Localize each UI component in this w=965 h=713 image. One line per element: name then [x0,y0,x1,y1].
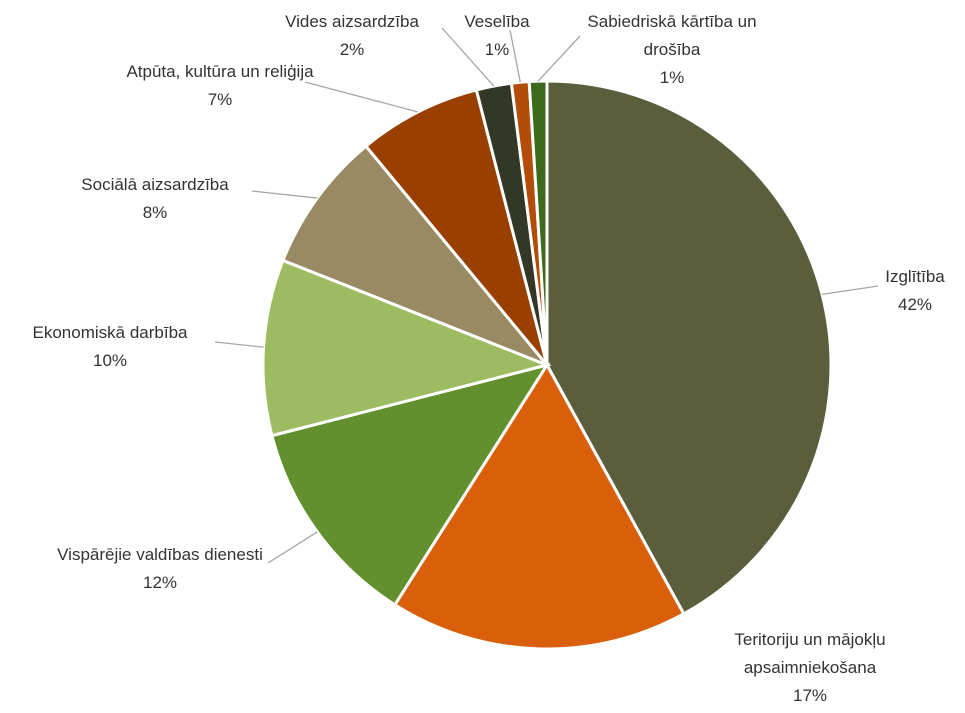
leader-line [214,341,264,348]
data-label: Atpūta, kultūra un reliģija 7% [120,58,320,114]
pie-slice [280,144,549,367]
category-name: Izglītība [885,267,945,286]
leader-line [251,190,318,199]
percent-label: 10% [92,351,128,370]
data-label: Sociālā aizsardzība 8% [50,171,260,227]
data-label: Vides aizsardzība 2% [262,8,442,64]
category-name: Veselība [464,12,530,31]
category-name: Sabiedriskā kārtība un drošība [587,12,757,59]
category-name: Atpūta, kultūra un reliģija [126,62,314,81]
category-name: Vides aizsardzība [285,12,419,31]
percent-label: 8% [142,203,168,222]
category-name: Ekonomiskā darbība [32,323,188,342]
leader-line [267,531,318,564]
pie-slice [392,362,686,651]
category-name: Vispārējie valdības dienesti [57,545,263,564]
percent-label: 42% [897,295,933,314]
percent-label: 17% [792,686,828,705]
pie-slice [363,88,549,366]
data-label: Ekonomiskā darbība 10% [0,319,225,375]
data-label: Vispārējie valdības dienesti 12% [50,541,270,597]
data-label: Izglītība 42% [855,263,965,319]
leader-line [304,81,419,113]
data-label: Teritoriju un mājokļu apsaimniekošana 17% [685,626,935,710]
data-label: Veselība 1% [447,8,547,64]
percent-label: 7% [207,90,233,109]
pie-slice [527,79,549,366]
leader-line [509,29,521,83]
category-name: Sociālā aizsardzība [81,175,229,194]
data-label: Sabiedriskā kārtība un drošība 1% [577,8,767,92]
pie-slice [545,79,833,616]
percent-label: 2% [339,40,365,59]
pie-slice [261,258,552,438]
leader-line [537,35,581,82]
percent-label: 1% [484,40,510,59]
percent-label: 1% [659,68,685,87]
category-name: Teritoriju un mājokļu apsaimniekošana [734,630,886,677]
percent-label: 12% [142,573,178,592]
leader-line [441,27,495,87]
leader-line [821,285,879,296]
